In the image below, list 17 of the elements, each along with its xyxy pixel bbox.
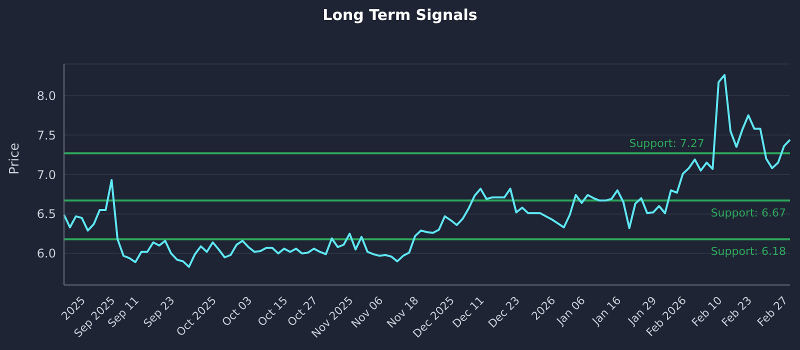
x-tick-label: Sep 23: [141, 294, 178, 330]
ref-line-label: Support: 6.67: [710, 206, 786, 220]
x-tick-label: Jan 16: [589, 294, 624, 328]
y-tick-label: 7.0: [36, 168, 56, 182]
ref-line-label: Support: 7.27: [629, 137, 704, 150]
line-series: [63, 74, 791, 268]
y-tick-label: 7.5: [36, 128, 56, 142]
x-tick-label: Jan 06: [554, 294, 588, 328]
y-tick-label: 8.0: [36, 88, 56, 103]
y-tick-label: 6.0: [36, 246, 56, 261]
x-tick-label: Oct 03: [220, 294, 255, 329]
chart-title: Long Term Signals: [322, 6, 478, 24]
y-axis-title: Price: [8, 142, 23, 174]
ref-line-label: Support: 6.18: [710, 245, 786, 258]
x-tick-label: Feb 27: [754, 294, 790, 330]
y-tick-label: 6.5: [36, 207, 56, 222]
x-tick-label: Dec 23: [486, 294, 522, 331]
